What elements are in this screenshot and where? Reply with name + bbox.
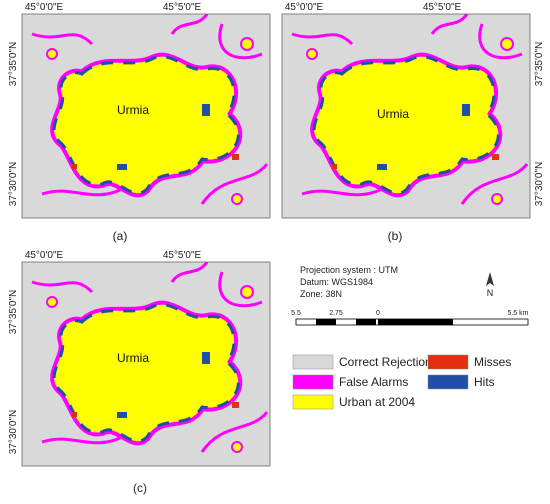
longitude-label: 45°5'0"E [163, 250, 202, 261]
north-arrow [486, 272, 494, 286]
panel-caption: (b) [388, 229, 403, 243]
latitude-label: 37°30'0"N [8, 162, 19, 207]
latitude-label: 37°30'0"N [534, 162, 545, 207]
longitude-label: 45°0'0"E [285, 2, 324, 13]
map-frame [21, 13, 271, 219]
city-label: Urmia [377, 107, 409, 121]
latitude-label: 37°35'0"N [8, 290, 19, 335]
legend-label: Hits [474, 375, 495, 389]
longitude-label: 45°0'0"E [25, 2, 64, 13]
longitude-label: 45°5'0"E [423, 2, 462, 13]
latitude-label: 37°35'0"N [534, 42, 545, 87]
city-label: Urmia [117, 103, 149, 117]
panel-caption: (a) [113, 229, 128, 243]
longitude-label: 45°5'0"E [163, 2, 202, 13]
legend-swatch [427, 354, 469, 370]
scale-label: 5.5 [291, 310, 301, 317]
latitude-label: 37°35'0"N [8, 42, 19, 87]
legend-label: Correct Rejections [339, 355, 438, 369]
scale-label: 2.75 [329, 310, 343, 317]
legend-label: Urban at 2004 [339, 395, 415, 409]
legend-swatch [427, 374, 469, 390]
legend-label: False Alarms [339, 375, 408, 389]
north-label: N [487, 288, 494, 298]
legend-label: Misses [474, 355, 511, 369]
scale-label: 5.5 km [507, 310, 528, 317]
scale-bar [295, 318, 529, 326]
city-label: Urmia [117, 351, 149, 365]
map-frame [281, 13, 531, 219]
info-line: Zone: 38N [300, 289, 342, 299]
map-frame [21, 261, 271, 467]
info-line: Datum: WGS1984 [300, 277, 373, 287]
longitude-label: 45°0'0"E [25, 250, 64, 261]
panel-caption: (c) [133, 481, 147, 495]
latitude-label: 37°30'0"N [8, 410, 19, 455]
legend-swatch [292, 374, 334, 390]
scale-label: 0 [376, 310, 380, 317]
info-line: Projection system : UTM [300, 265, 398, 275]
legend-swatch [292, 394, 334, 410]
legend-swatch [292, 354, 334, 370]
